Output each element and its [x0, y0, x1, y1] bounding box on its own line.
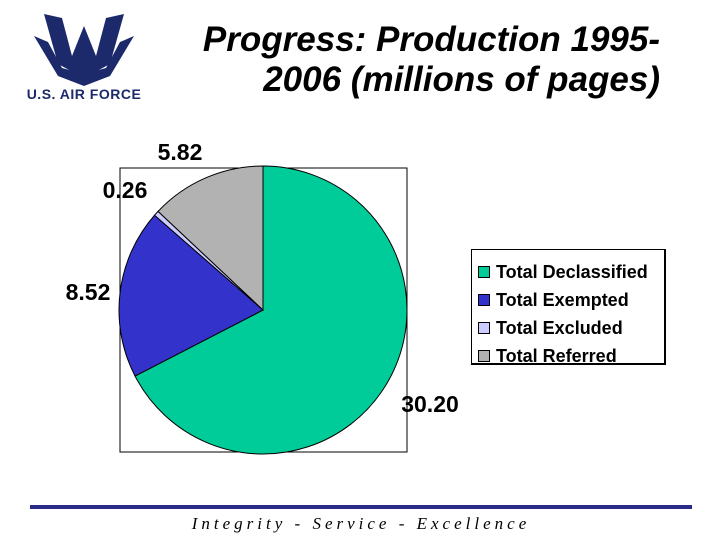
legend-swatch	[478, 350, 490, 362]
title-line-1: Progress: Production 1995-	[202, 20, 660, 59]
air-force-logo	[34, 14, 134, 86]
pie-slices	[118, 165, 408, 455]
legend-item: Total Declassified	[478, 258, 664, 286]
data-label-total-excluded: 0.26	[103, 177, 148, 203]
footer-motto: Integrity - Service - Excellence	[191, 514, 531, 533]
legend-label: Total Exempted	[496, 289, 629, 310]
footer-divider	[30, 505, 692, 509]
legend-item: Total Exempted	[478, 286, 664, 314]
pie-slice-total-referred	[157, 165, 264, 312]
legend-label: Total Declassified	[496, 261, 648, 282]
legend-label: Total Excluded	[496, 317, 623, 338]
legend-swatch	[478, 266, 490, 278]
legend-swatch	[478, 294, 490, 306]
data-label-total-referred: 5.82	[158, 139, 203, 165]
pie-slice-total-declassified	[134, 165, 408, 455]
legend-item: Total Excluded	[478, 314, 664, 342]
legend-item: Total Referred	[478, 342, 664, 370]
data-label-total-declassified: 30.20	[401, 391, 459, 417]
air-force-wings-icon	[34, 14, 134, 86]
pie-slice-total-exempted	[118, 214, 264, 377]
data-label-total-exempted: 8.52	[66, 279, 111, 305]
legend-swatch	[478, 322, 490, 334]
legend-label: Total Referred	[496, 345, 617, 366]
page-title: Progress: Production 1995- 2006 (million…	[170, 20, 660, 100]
chart-legend: Total Declassified Total Exempted Total Ex…	[471, 249, 666, 366]
slice-labels: 30.20 8.52 0.26 5.82	[66, 139, 459, 417]
title-line-2: 2006 (millions of pages)	[263, 60, 660, 99]
logo-text: U.S. AIR FORCE	[26, 86, 142, 102]
